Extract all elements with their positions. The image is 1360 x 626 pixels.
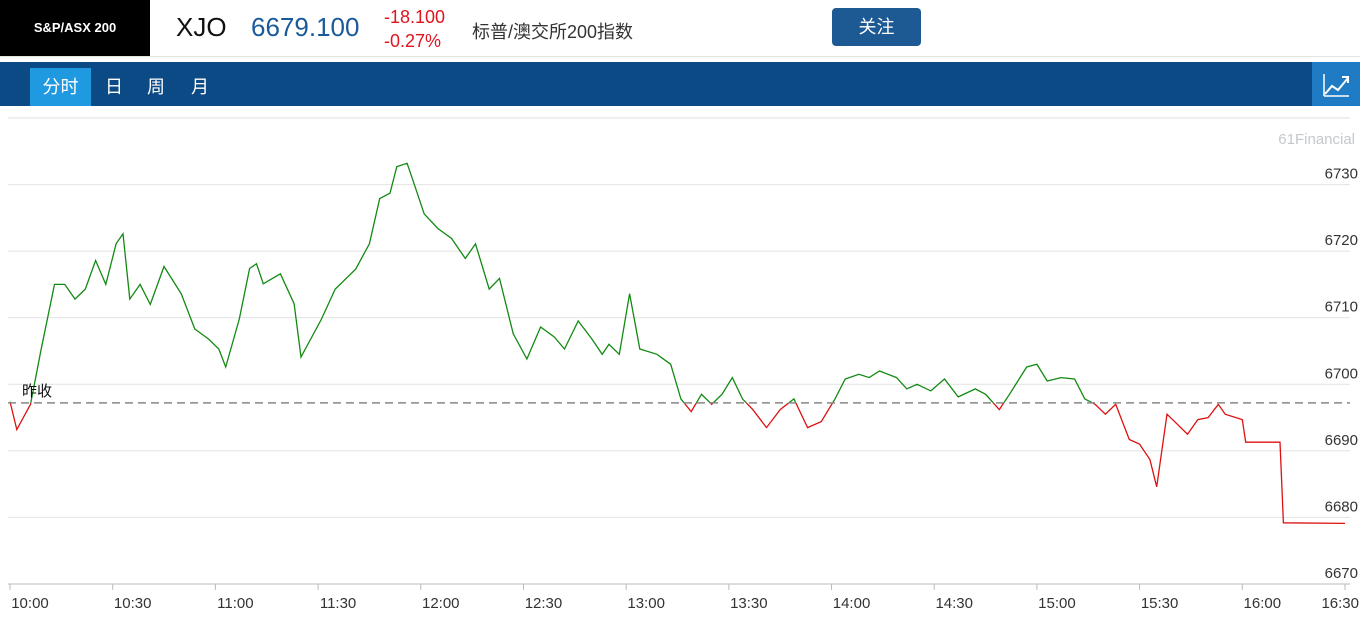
y-tick-label: 6730 (1325, 166, 1358, 183)
x-tick-label: 14:30 (935, 595, 973, 612)
change: -18.100 (384, 7, 446, 27)
change-box: -18.100 -0.27% (384, 5, 445, 53)
x-tick-label: 13:30 (730, 595, 768, 612)
x-tick-label: 14:00 (833, 595, 871, 612)
x-tick-label: 12:00 (422, 595, 460, 612)
x-tick-label: 10:30 (114, 595, 152, 612)
tab[interactable]: 分时 (30, 68, 91, 106)
x-tick-label: 15:00 (1038, 595, 1076, 612)
price-line-up (9, 162, 1094, 403)
y-tick-label: 6680 (1325, 498, 1358, 515)
tab[interactable]: 日 (105, 77, 123, 97)
chart-icon[interactable] (1312, 62, 1360, 106)
x-tick-label: 16:00 (1244, 595, 1282, 612)
y-tick-label: 6710 (1325, 299, 1358, 316)
x-tick-label: 13:00 (627, 595, 665, 612)
y-tick-label: 6700 (1325, 365, 1358, 382)
chart: 61Financial 6670 6680 6690 6700 6710 6720 6730… (8, 117, 1359, 612)
tab[interactable]: 周 (147, 77, 165, 97)
follow-button[interactable]: 关注 (832, 8, 921, 46)
y-tick-label: 6690 (1325, 432, 1358, 449)
tab[interactable]: 月 (191, 77, 209, 97)
reference-label: 昨收 (22, 383, 52, 400)
price-line-down (9, 402, 1346, 525)
price: 6679.100 (251, 12, 360, 42)
x-tick-label: 16:30 (1321, 595, 1359, 612)
x-tick-label: 10:00 (11, 595, 49, 612)
y-tick-label: 6670 (1325, 565, 1358, 582)
x-tick-label: 11:30 (320, 595, 356, 612)
y-tick-label: 6720 (1325, 232, 1358, 249)
x-tick-label: 15:30 (1141, 595, 1179, 612)
symbol: XJO (176, 12, 227, 42)
header: S&P/ASX 200 XJO 6679.100 -18.100 -0.27% … (0, 0, 1360, 57)
watermark: 61Financial (1278, 131, 1355, 148)
x-tick-label: 11:00 (217, 595, 253, 612)
index-badge: S&P/ASX 200 (0, 0, 150, 56)
chart-icon-glyph (1323, 74, 1349, 97)
tab-bar: 分时 日 周 月 (0, 62, 1360, 106)
x-tick-label: 12:30 (525, 595, 563, 612)
index-name: 标普/澳交所200指数 (472, 22, 634, 42)
change-pct: -0.27% (384, 31, 442, 51)
